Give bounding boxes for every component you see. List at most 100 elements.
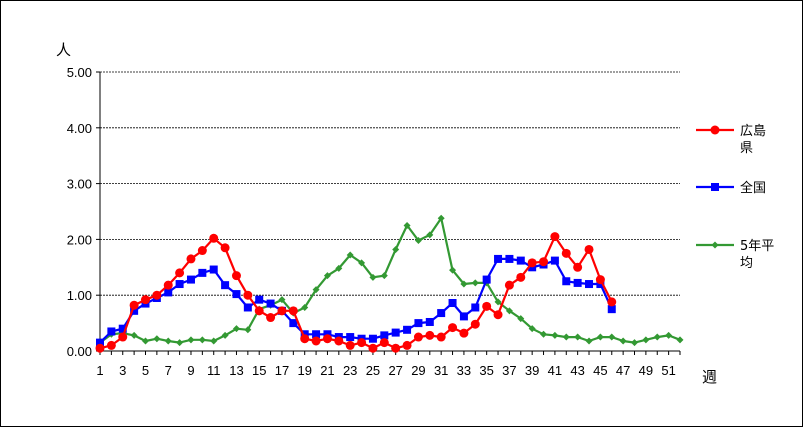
data-point-five-year-average	[210, 337, 218, 345]
data-point-national	[403, 325, 412, 334]
x-tick-label: 27	[388, 363, 402, 378]
data-point-five-year-average	[642, 336, 650, 344]
data-point-five-year-average	[221, 331, 229, 339]
data-point-five-year-average	[676, 336, 684, 344]
x-tick-label: 29	[411, 363, 425, 378]
y-tick-label: 3.00	[67, 177, 92, 192]
data-point-national	[573, 278, 582, 287]
data-point-five-year-average	[358, 259, 366, 267]
data-point-hiroshima	[595, 275, 605, 285]
data-point-hiroshima	[516, 272, 526, 282]
x-tick-label: 23	[343, 363, 357, 378]
data-point-national	[232, 290, 241, 299]
x-axis-unit-label: 週	[702, 368, 717, 386]
data-point-national	[312, 330, 321, 339]
data-point-national	[209, 265, 218, 274]
data-point-hiroshima	[573, 262, 583, 272]
data-point-national	[516, 256, 525, 265]
data-point-five-year-average	[403, 221, 411, 229]
data-point-five-year-average	[426, 231, 434, 239]
data-point-hiroshima	[550, 232, 560, 242]
data-point-hiroshima	[539, 257, 549, 267]
x-tick-label: 19	[297, 363, 311, 378]
data-point-five-year-average	[414, 237, 422, 245]
x-tick-label: 45	[593, 363, 607, 378]
data-point-national	[425, 317, 434, 326]
data-point-national	[243, 303, 252, 312]
data-point-five-year-average	[380, 272, 388, 280]
data-point-national	[380, 331, 389, 340]
data-point-hiroshima	[277, 306, 287, 316]
data-point-hiroshima	[140, 295, 150, 305]
data-point-hiroshima	[402, 340, 412, 350]
data-point-national	[346, 333, 355, 342]
data-point-five-year-average	[665, 331, 673, 339]
data-point-five-year-average	[437, 214, 445, 222]
data-point-hiroshima	[470, 319, 480, 329]
x-tick-label: 21	[320, 363, 334, 378]
data-point-five-year-average	[517, 315, 525, 323]
data-point-hiroshima	[436, 332, 446, 342]
data-point-hiroshima	[391, 343, 401, 353]
data-point-five-year-average	[153, 335, 161, 343]
y-axis-unit-label: 人	[56, 41, 71, 59]
x-tick-label: 49	[639, 363, 653, 378]
x-tick-label: 33	[457, 363, 471, 378]
legend-label: 全国全国	[740, 180, 766, 196]
data-point-five-year-average	[232, 325, 240, 333]
data-point-five-year-average	[596, 333, 604, 341]
data-point-five-year-average	[278, 296, 286, 304]
legend-item-national: 全国全国	[696, 180, 766, 196]
data-point-five-year-average	[585, 337, 593, 345]
x-tick-label: 15	[252, 363, 266, 378]
data-point-five-year-average	[653, 333, 661, 341]
data-point-five-year-average	[164, 337, 172, 345]
data-point-hiroshima	[345, 340, 355, 350]
data-point-national	[96, 338, 104, 347]
data-point-five-year-average	[198, 336, 206, 344]
data-point-hiroshima	[243, 290, 253, 300]
data-point-five-year-average	[392, 245, 400, 253]
x-tick-label: 13	[229, 363, 243, 378]
data-point-national	[607, 305, 616, 314]
series-five-year-average	[96, 214, 684, 347]
data-point-five-year-average	[608, 333, 616, 341]
data-point-national	[266, 299, 275, 308]
data-point-hiroshima	[175, 268, 185, 278]
data-point-five-year-average	[130, 331, 138, 339]
x-tick-label: 47	[616, 363, 630, 378]
data-point-hiroshima	[266, 313, 276, 323]
data-point-hiroshima	[482, 301, 492, 311]
data-point-five-year-average	[460, 280, 468, 288]
data-point-hiroshima	[357, 338, 367, 348]
x-tick-label: 9	[187, 363, 194, 378]
series	[95, 214, 684, 353]
data-point-national	[391, 328, 400, 337]
data-point-national	[130, 306, 139, 315]
data-point-hiroshima	[129, 300, 139, 310]
data-point-national	[437, 309, 446, 318]
x-tick-label: 7	[165, 363, 172, 378]
data-point-national	[471, 303, 480, 312]
x-tick-label: 35	[479, 363, 493, 378]
data-point-five-year-average	[562, 333, 570, 341]
data-point-hiroshima	[379, 338, 389, 348]
data-point-five-year-average	[574, 333, 582, 341]
data-point-hiroshima	[197, 246, 207, 256]
data-point-five-year-average	[619, 337, 627, 345]
x-tick-label: 39	[525, 363, 539, 378]
legend-item-five-year-average: 5年平均5年平均	[696, 239, 774, 271]
data-point-national	[368, 334, 377, 343]
data-point-five-year-average	[346, 251, 354, 259]
data-point-hiroshima	[311, 336, 321, 346]
data-point-hiroshima	[322, 334, 332, 344]
y-tick-label: 5.00	[67, 65, 92, 80]
data-point-national	[221, 281, 230, 290]
gridlines	[100, 71, 680, 296]
data-point-five-year-average	[244, 326, 252, 334]
x-tick-label: 1	[96, 363, 103, 378]
data-point-hiroshima	[368, 343, 378, 353]
data-point-national	[562, 277, 571, 286]
data-point-hiroshima	[152, 290, 162, 300]
tick-labels: 0.001.002.003.004.005.001 3 5 7 9 11 13 15 17 19 2…	[67, 65, 676, 378]
